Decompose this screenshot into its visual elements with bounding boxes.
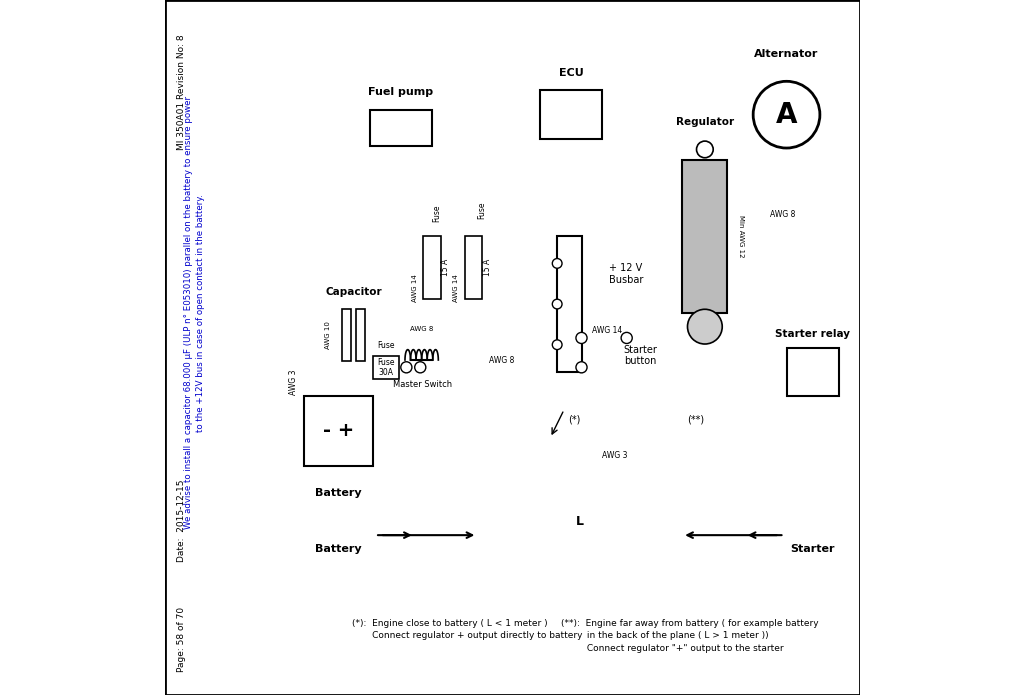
Text: (*):  Engine close to battery ( L < 1 meter )
       Connect regulator + output : (*): Engine close to battery ( L < 1 met…	[352, 619, 583, 640]
Text: AWG 8: AWG 8	[488, 356, 514, 365]
Bar	[682, 160, 727, 313]
Bar	[557, 236, 582, 372]
Bar	[373, 356, 399, 379]
Bar	[786, 348, 839, 396]
Text: (**):  Engine far away from battery ( for example battery
         in the back o: (**): Engine far away from battery ( for…	[561, 619, 818, 653]
Text: AWG 8: AWG 8	[770, 210, 796, 218]
Text: AWG 14: AWG 14	[412, 275, 418, 302]
Text: AWG 14: AWG 14	[454, 275, 460, 302]
Text: Battery: Battery	[315, 489, 361, 498]
Text: 15 A: 15 A	[441, 259, 451, 276]
Text: Fuse: Fuse	[378, 341, 395, 350]
Text: Date:  2015-12-15: Date: 2015-12-15	[177, 480, 186, 562]
Text: + 12 V
Busbar: + 12 V Busbar	[609, 263, 644, 285]
Text: ECU: ECU	[559, 68, 584, 78]
Text: Master Switch: Master Switch	[393, 380, 453, 389]
Bar	[303, 396, 373, 466]
Text: AWG 3: AWG 3	[289, 370, 298, 395]
Circle shape	[552, 299, 562, 309]
Bar	[465, 236, 482, 299]
Circle shape	[575, 332, 587, 343]
Text: - +: - +	[323, 421, 354, 441]
Circle shape	[754, 81, 820, 148]
Text: Starter: Starter	[791, 544, 835, 554]
Text: A: A	[776, 101, 798, 129]
Text: AWG 8: AWG 8	[410, 326, 433, 332]
Text: Fuse: Fuse	[477, 202, 486, 219]
Text: AWG 14: AWG 14	[593, 327, 623, 336]
Text: 15 A: 15 A	[483, 259, 493, 276]
Text: Starter
button: Starter button	[624, 345, 657, 366]
Text: (**): (**)	[687, 415, 705, 425]
Circle shape	[552, 259, 562, 268]
Text: AWG 3: AWG 3	[602, 451, 628, 459]
Bar	[356, 309, 366, 361]
Text: L: L	[575, 515, 584, 528]
Text: Battery: Battery	[315, 544, 361, 554]
Bar	[423, 236, 440, 299]
Circle shape	[696, 141, 713, 158]
Text: AWG 10: AWG 10	[325, 321, 331, 350]
Text: (*): (*)	[568, 415, 581, 425]
Text: Regulator: Regulator	[676, 117, 734, 126]
Circle shape	[552, 340, 562, 350]
Circle shape	[415, 361, 426, 373]
Bar	[370, 110, 432, 146]
Bar	[342, 309, 351, 361]
Text: Min AWG 12: Min AWG 12	[738, 215, 744, 258]
Text: Capacitor: Capacitor	[326, 287, 382, 297]
Text: MI 350A01 Revision No: 8: MI 350A01 Revision No: 8	[177, 35, 186, 150]
Text: Page: 58 of 70: Page: 58 of 70	[177, 607, 186, 672]
Circle shape	[687, 309, 722, 344]
Circle shape	[575, 361, 587, 373]
Text: Fuse
30A: Fuse 30A	[378, 358, 395, 377]
Bar	[540, 90, 602, 139]
Text: We advise to install a capacitor 68.000 µF (ULP n° E053010) parallel on the batt: We advise to install a capacitor 68.000 …	[184, 96, 205, 530]
Text: Alternator: Alternator	[755, 49, 819, 58]
Text: Fuse: Fuse	[432, 205, 441, 222]
Text: Fuel pump: Fuel pump	[369, 88, 433, 97]
Text: Starter relay: Starter relay	[775, 329, 850, 338]
Circle shape	[400, 361, 412, 373]
Circle shape	[622, 332, 632, 343]
